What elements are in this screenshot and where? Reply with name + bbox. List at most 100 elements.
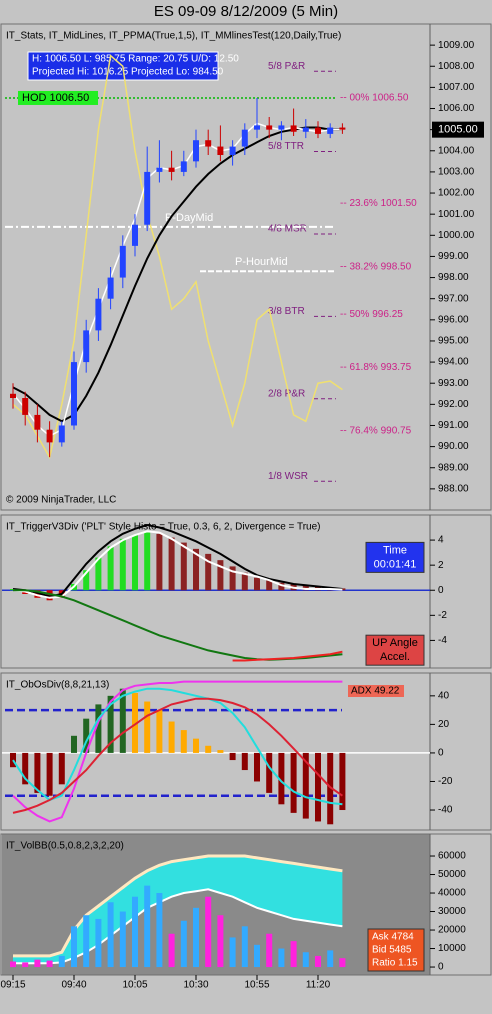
candle-body — [339, 127, 346, 130]
mml-label: 1/8 WSR — [268, 471, 308, 482]
histogram-bar — [95, 557, 102, 591]
y-tick-label: 10000 — [438, 943, 466, 954]
candle-body — [95, 298, 102, 331]
histogram-bar — [119, 538, 126, 591]
histogram-bar — [229, 752, 236, 761]
histogram-bar — [241, 752, 248, 771]
histogram-bar — [83, 718, 90, 753]
histogram-bar — [168, 721, 175, 753]
candle-body — [107, 277, 114, 299]
histogram-bar — [180, 730, 187, 753]
candle-body — [290, 125, 297, 132]
candle-body — [302, 127, 309, 132]
volume-bar — [241, 926, 248, 968]
y-tick-label: 1000.00 — [438, 230, 475, 241]
y-tick-label: 2 — [438, 560, 444, 571]
volume-bar — [34, 959, 41, 968]
y-tick-label: 1008.00 — [438, 61, 475, 72]
y-tick-label: 0 — [438, 748, 444, 759]
panel-title: IT_TriggerV3Div ('PLT' Style Histo = Tru… — [6, 522, 321, 533]
candle-body — [83, 330, 90, 363]
volume-bar — [229, 937, 236, 968]
volume-bar — [156, 893, 163, 968]
last-price-box — [432, 121, 484, 138]
histogram-bar — [278, 582, 285, 591]
volume-bar — [132, 896, 138, 968]
histogram-bar — [254, 577, 260, 591]
histogram-bar — [46, 590, 53, 601]
mml-label: 4/8 MSR — [268, 224, 307, 235]
level-label: -- 00% 1006.50 — [340, 93, 409, 104]
histogram-bar — [22, 752, 29, 785]
y-tick-label: 50000 — [438, 869, 466, 880]
y-tick-label: 40000 — [438, 888, 466, 899]
volume-bar — [217, 915, 224, 968]
y-tick-label: 40 — [438, 690, 450, 701]
volume-bar — [205, 896, 212, 968]
histogram-bar — [193, 548, 199, 591]
y-tick-label: 992.00 — [438, 399, 469, 410]
candle-body — [34, 414, 41, 430]
histogram-bar — [71, 735, 77, 753]
volume-bar — [278, 948, 285, 968]
level-label: -- 76.4% 990.75 — [340, 425, 412, 436]
y-tick-label: 1004.00 — [438, 145, 475, 156]
y-tick-label: 60000 — [438, 851, 466, 862]
y-tick-label: 20 — [438, 719, 450, 730]
volume-bar — [58, 955, 65, 968]
histogram-bar — [266, 752, 273, 793]
chart-title: ES 09-09 8/12/2009 (5 Min) — [154, 3, 338, 20]
histogram-bar — [95, 704, 102, 753]
candle-body — [156, 167, 163, 172]
hod-label: HOD 1006.50 — [22, 92, 89, 104]
indicator-line — [232, 650, 343, 662]
volume-bar — [95, 918, 102, 968]
candle-body — [46, 429, 53, 443]
histogram-bar — [327, 752, 334, 825]
candle-body — [180, 161, 187, 172]
volume-bar — [339, 958, 346, 968]
candle-body — [278, 125, 285, 130]
volume-bar — [83, 915, 90, 968]
x-tick-label: 10:30 — [183, 980, 208, 991]
hod-box — [18, 90, 98, 105]
histogram-bar — [83, 570, 90, 591]
histogram-bar — [254, 752, 260, 782]
histogram-bar — [339, 752, 346, 811]
y-tick-label: 0 — [438, 585, 444, 596]
indicator-line — [12, 122, 343, 437]
indicator-line — [12, 530, 343, 599]
volume-bar — [10, 961, 16, 968]
candle-body — [217, 146, 224, 156]
x-tick-label: 10:55 — [244, 980, 269, 991]
panel-title: IT_VolBB(0.5,0.8,2,3,2,20) — [6, 841, 124, 852]
y-tick-label: 999.00 — [438, 251, 469, 262]
ratio-text: Ratio 1.15 — [372, 958, 418, 969]
histogram-bar — [315, 752, 321, 822]
level-label: -- 23.6% 1001.50 — [340, 198, 417, 209]
candle-body — [71, 362, 77, 426]
mml-label: 3/8 BTR — [268, 306, 305, 317]
volume-bar — [302, 952, 309, 968]
y-tick-label: 30000 — [438, 906, 466, 917]
candle-body — [58, 425, 65, 443]
histogram-bar — [46, 752, 53, 796]
y-tick-label: 991.00 — [438, 420, 469, 431]
mml-label: 5/8 TTR — [268, 141, 304, 152]
candle-body — [193, 140, 199, 162]
histogram-bar — [302, 585, 309, 591]
panel-frame — [0, 672, 492, 831]
histogram-bar — [107, 546, 114, 591]
level-label: -- 61.8% 993.75 — [340, 362, 412, 373]
indicator-line — [12, 687, 343, 806]
info-text: H: 1006.50 L: 985.75 Range: 20.75 U/D: 1… — [32, 54, 239, 65]
band-area — [13, 856, 343, 964]
volume-bar — [254, 944, 260, 968]
candle-body — [327, 127, 334, 134]
panel-frame — [0, 514, 492, 669]
indicator-line — [12, 54, 343, 460]
histogram-bar — [302, 752, 309, 819]
candle-body — [241, 129, 248, 147]
y-tick-label: 1007.00 — [438, 82, 475, 93]
